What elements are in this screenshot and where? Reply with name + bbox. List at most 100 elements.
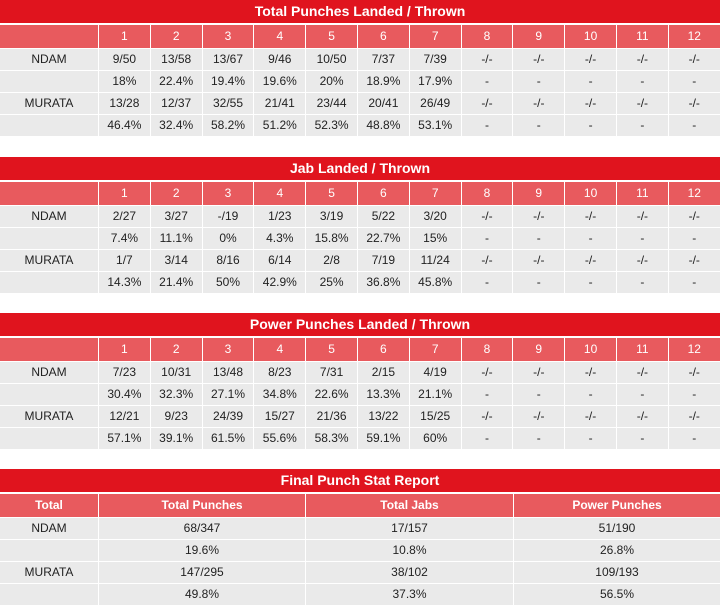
- round-cell: 13.3%: [356, 384, 409, 405]
- round-cell: 7/39: [408, 49, 461, 70]
- round-cell: -: [615, 428, 668, 449]
- round-cell: -/-: [667, 49, 720, 70]
- round-cell: -: [512, 71, 564, 92]
- round-cell: 21.1%: [408, 384, 461, 405]
- round-header-9: 9: [512, 338, 564, 361]
- round-cell: 57.1%: [98, 428, 150, 449]
- round-cell: 21.4%: [149, 272, 202, 293]
- round-cell: 53.1%: [408, 115, 461, 136]
- round-cell: 9/23: [149, 406, 202, 427]
- round-header-10: 10: [564, 25, 616, 48]
- round-cell: -: [512, 272, 564, 293]
- table-row: 18% 22.4% 19.4% 19.6% 20% 18.9% 17.9% - - - - -: [0, 70, 720, 92]
- round-cell: 2/15: [356, 362, 409, 383]
- round-cell: 0%: [201, 228, 254, 249]
- round-header-11: 11: [615, 338, 668, 361]
- round-cell: 17.9%: [408, 71, 461, 92]
- round-cell: -: [564, 272, 616, 293]
- round-cell: 24/39: [201, 406, 254, 427]
- round-cell: -: [667, 384, 720, 405]
- round-cell: 13/58: [149, 49, 202, 70]
- round-cell: -: [667, 228, 720, 249]
- round-cell: 1/23: [253, 206, 305, 227]
- round-cell: 39.1%: [149, 428, 202, 449]
- final-cell: 147/295: [98, 562, 305, 583]
- round-cell: -/-: [615, 93, 668, 114]
- round-cell: -: [512, 428, 564, 449]
- final-stat-table: Final Punch Stat Report Total Total Punche…: [0, 469, 720, 605]
- round-header-row: 1 2 3 4 5 6 7 8 9 10 11 12: [0, 336, 720, 361]
- round-cell: 15.8%: [305, 228, 357, 249]
- round-cell: -: [564, 384, 616, 405]
- round-cell: 13/67: [201, 49, 254, 70]
- round-header-8: 8: [460, 182, 513, 205]
- round-cell: 7.4%: [98, 228, 150, 249]
- fighter-name: [0, 272, 98, 293]
- round-header-11: 11: [615, 25, 668, 48]
- final-row: MURATA 147/295 38/102 109/193: [0, 561, 720, 583]
- round-header-6: 6: [356, 182, 409, 205]
- round-cell: 18.9%: [356, 71, 409, 92]
- round-cell: 7/19: [356, 250, 409, 271]
- round-cell: 3/20: [408, 206, 461, 227]
- table-title: Power Punches Landed / Thrown: [0, 313, 720, 336]
- final-cell: 17/157: [305, 518, 513, 539]
- final-cell: 49.8%: [98, 584, 305, 605]
- round-cell: -/-: [564, 406, 616, 427]
- round-cell: -: [460, 71, 513, 92]
- final-title: Final Punch Stat Report: [0, 469, 720, 492]
- round-cell: -: [512, 228, 564, 249]
- round-header-9: 9: [512, 182, 564, 205]
- round-cell: 7/23: [98, 362, 150, 383]
- round-header-5: 5: [305, 25, 357, 48]
- round-cell: 58.3%: [305, 428, 357, 449]
- header-blank: [0, 25, 98, 48]
- round-cell: -/-: [615, 406, 668, 427]
- round-cell: -: [512, 384, 564, 405]
- round-cell: -: [615, 384, 668, 405]
- fighter-name: [0, 115, 98, 136]
- round-cell: 15%: [408, 228, 461, 249]
- round-header-2: 2: [149, 182, 202, 205]
- round-cell: 12/21: [98, 406, 150, 427]
- round-header-3: 3: [201, 182, 254, 205]
- table-row: 30.4% 32.3% 27.1% 34.8% 22.6% 13.3% 21.1% - - - - -: [0, 383, 720, 405]
- round-cell: -/-: [667, 250, 720, 271]
- round-header-1: 1: [98, 182, 150, 205]
- table-row: MURATA 1/7 3/14 8/16 6/14 2/8 7/19 11/24 -/- -/- -…: [0, 249, 720, 271]
- round-header-1: 1: [98, 25, 150, 48]
- stat-table-2: Jab Landed / Thrown 1 2 3 4 5 6 7 8 9 10 11 12 NDAM 2/…: [0, 157, 720, 293]
- round-cell: 32/55: [201, 93, 254, 114]
- round-cell: 15/27: [253, 406, 305, 427]
- header-blank: [0, 182, 98, 205]
- round-cell: 22.7%: [356, 228, 409, 249]
- round-header-4: 4: [253, 338, 305, 361]
- round-header-12: 12: [667, 182, 720, 205]
- round-cell: -/-: [460, 362, 513, 383]
- round-cell: 19.6%: [253, 71, 305, 92]
- round-cell: 8/23: [253, 362, 305, 383]
- round-header-4: 4: [253, 182, 305, 205]
- table-row: NDAM 2/27 3/27 -/19 1/23 3/19 5/22 3/20 -/- -/- -/…: [0, 205, 720, 227]
- round-header-2: 2: [149, 338, 202, 361]
- round-cell: -: [460, 115, 513, 136]
- round-cell: 13/28: [98, 93, 150, 114]
- round-cell: -: [667, 428, 720, 449]
- round-cell: 2/27: [98, 206, 150, 227]
- table-title: Total Punches Landed / Thrown: [0, 0, 720, 23]
- final-cell: 51/190: [513, 518, 720, 539]
- stat-table-1: Total Punches Landed / Thrown 1 2 3 4 5 6 7 8 9 10…: [0, 0, 720, 136]
- round-cell: 52.3%: [305, 115, 357, 136]
- final-cell: 19.6%: [98, 540, 305, 561]
- round-cell: 3/14: [149, 250, 202, 271]
- round-cell: 20%: [305, 71, 357, 92]
- round-cell: 12/37: [149, 93, 202, 114]
- round-cell: 2/8: [305, 250, 357, 271]
- round-header-11: 11: [615, 182, 668, 205]
- round-cell: 6/14: [253, 250, 305, 271]
- round-cell: 36.8%: [356, 272, 409, 293]
- round-cell: -: [615, 228, 668, 249]
- fighter-name: [0, 228, 98, 249]
- round-cell: 3/27: [149, 206, 202, 227]
- round-cell: -/-: [615, 206, 668, 227]
